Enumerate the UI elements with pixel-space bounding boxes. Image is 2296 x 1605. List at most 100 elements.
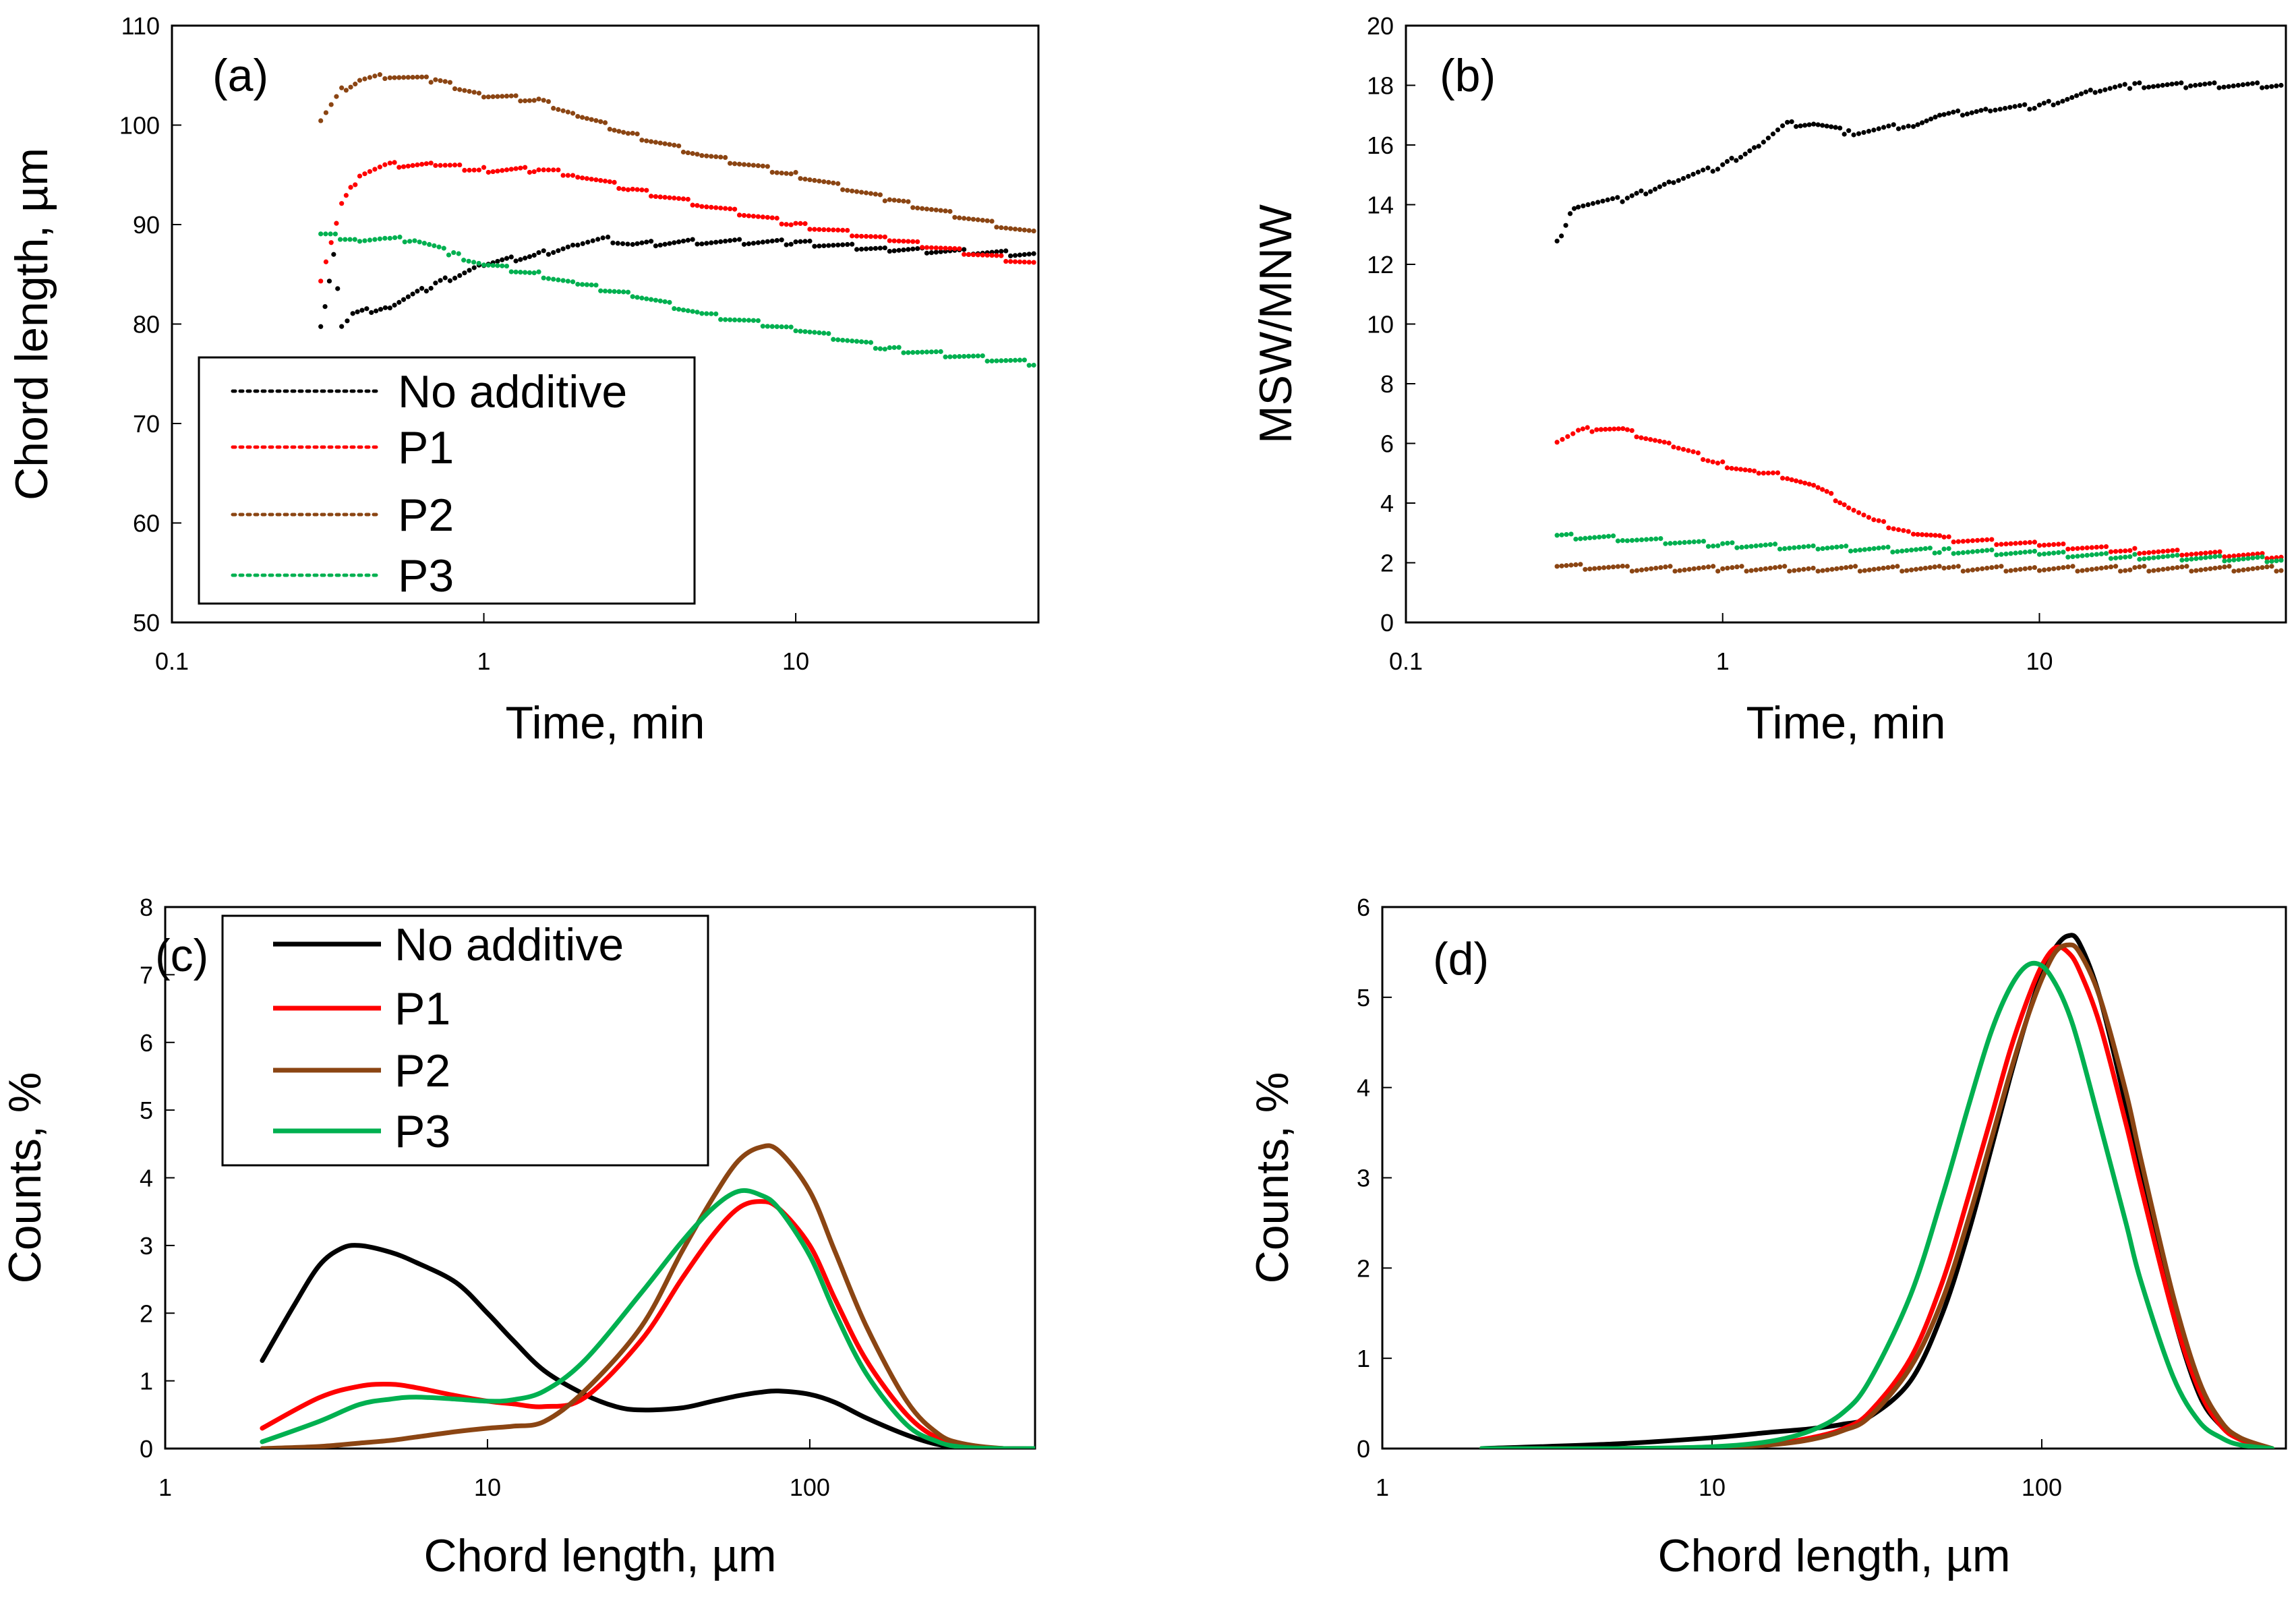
data-point: [1806, 566, 1811, 571]
data-point: [2123, 568, 2128, 573]
y-tick-label: 50: [133, 609, 160, 637]
data-point: [741, 318, 747, 323]
data-point: [2036, 103, 2042, 108]
data-point: [560, 278, 566, 283]
data-point: [1615, 195, 1620, 200]
data-point: [1705, 564, 1711, 570]
data-point: [2250, 555, 2256, 560]
data-point: [877, 245, 883, 251]
data-point: [1661, 440, 1667, 445]
data-point: [1937, 113, 1943, 118]
data-point: [2175, 548, 2180, 553]
data-point: [1794, 478, 1799, 484]
data-point: [1624, 538, 1630, 544]
data-point: [760, 214, 765, 220]
data-point: [1924, 118, 1929, 123]
data-point: [1022, 252, 1027, 258]
data-point: [1852, 548, 1858, 553]
data-point: [2170, 565, 2175, 571]
panel-label: (b): [1440, 50, 1496, 101]
data-point: [531, 252, 537, 258]
legend-entry-label: P3: [398, 550, 454, 602]
data-point: [536, 96, 541, 102]
data-point: [546, 98, 552, 105]
data-point: [621, 129, 626, 135]
data-point: [858, 339, 864, 345]
data-point: [845, 187, 850, 193]
data-point: [1600, 198, 1606, 204]
data-point: [402, 239, 407, 245]
data-point: [784, 242, 789, 247]
data-point: [1649, 566, 1654, 571]
data-point: [401, 75, 407, 80]
data-point: [2027, 107, 2032, 112]
data-point: [1980, 548, 1985, 554]
data-point: [929, 250, 934, 256]
data-point: [415, 162, 420, 168]
data-point: [353, 182, 358, 187]
data-point: [1570, 431, 1576, 436]
data-point: [709, 240, 714, 245]
data-point: [546, 276, 552, 281]
y-tick-label: 0: [1380, 609, 1394, 637]
data-point: [989, 358, 995, 363]
data-point: [401, 297, 407, 302]
data-point: [2075, 568, 2080, 574]
data-point: [1658, 535, 1664, 542]
y-tick-label: 1: [1357, 1345, 1370, 1372]
data-point: [662, 241, 668, 247]
data-point: [1758, 566, 1763, 572]
series-no-additive-points: [318, 234, 1036, 329]
data-point: [508, 167, 514, 172]
data-point: [2022, 102, 2028, 107]
data-point: [653, 140, 659, 145]
data-point: [807, 329, 813, 334]
data-point: [1989, 564, 1995, 571]
data-point: [2041, 567, 2047, 573]
data-point: [1589, 429, 1595, 434]
data-point: [1770, 470, 1776, 475]
data-point: [910, 205, 916, 210]
data-point: [2070, 554, 2076, 560]
data-point: [863, 233, 869, 239]
data-point: [1924, 532, 1929, 537]
data-point: [882, 234, 887, 239]
data-point: [882, 245, 887, 251]
y-tick-label: 1: [140, 1368, 153, 1395]
x-axis-title: Chord length, µm: [424, 1530, 777, 1581]
data-point: [2231, 568, 2237, 574]
data-point: [457, 272, 463, 279]
data-point: [1871, 546, 1877, 552]
data-point: [1801, 566, 1806, 572]
data-point: [2061, 564, 2066, 571]
data-point: [546, 167, 552, 173]
data-point: [1629, 537, 1635, 543]
data-point: [1629, 568, 1635, 574]
data-point: [471, 90, 477, 95]
data-point: [1748, 544, 1754, 549]
data-point: [1643, 192, 1649, 197]
data-point: [1580, 426, 1585, 432]
data-point: [2070, 564, 2076, 569]
x-tick-label: 100: [790, 1473, 830, 1501]
data-point: [1620, 199, 1625, 204]
data-point: [1815, 122, 1821, 127]
data-point: [1994, 542, 1999, 548]
data-point: [513, 269, 519, 274]
data-point: [541, 275, 546, 281]
data-point: [598, 177, 604, 183]
data-point: [2254, 80, 2260, 86]
data-point: [793, 170, 798, 175]
series-p1-points: [318, 160, 1036, 284]
data-point: [1955, 564, 1961, 569]
data-point: [2117, 83, 2123, 88]
x-tick-label: 10: [782, 647, 809, 675]
data-point: [1671, 180, 1676, 185]
data-point: [989, 218, 995, 224]
data-point: [423, 288, 429, 294]
y-tick-label: 110: [121, 12, 160, 40]
data-point: [339, 85, 345, 90]
data-point: [1738, 467, 1744, 472]
data-point: [2108, 564, 2114, 570]
